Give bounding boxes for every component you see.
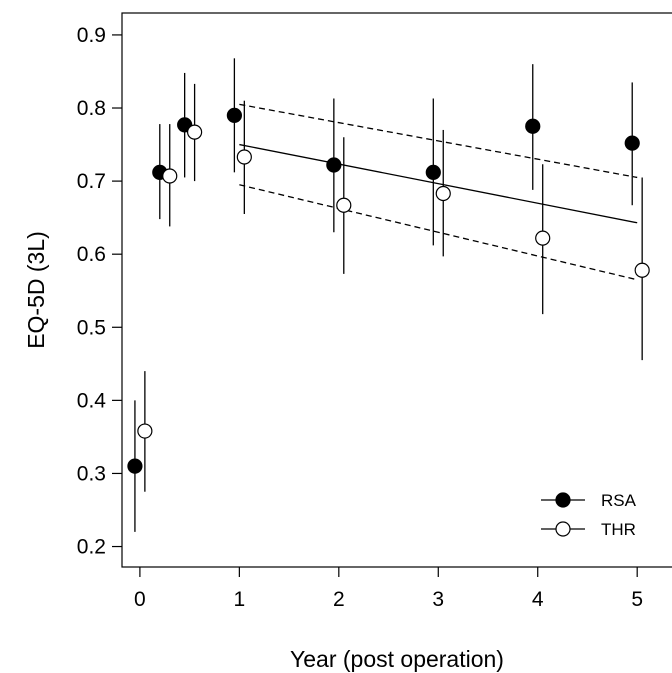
legend: RSA THR [541, 491, 637, 539]
y-tick-label-7: 0.9 [77, 24, 106, 47]
thr-point-3 [236, 149, 252, 165]
trend-ci-upper-line [239, 103, 638, 179]
y-tick-label-1: 0.3 [77, 462, 106, 485]
thr-point-7 [634, 262, 650, 278]
plot-frame [121, 12, 672, 568]
y-tick-label-0: 0.2 [77, 536, 106, 559]
x-tick-label-1: 1 [234, 588, 246, 611]
thr-point-0 [137, 423, 153, 439]
thr-point-1 [162, 168, 178, 184]
rsa-point-4 [326, 157, 342, 173]
rsa-point-7 [624, 135, 640, 151]
x-tick-label-4: 4 [532, 588, 544, 611]
plot-area [121, 12, 672, 568]
y-tick-label-3: 0.5 [77, 316, 106, 339]
rsa-point-0 [127, 458, 143, 474]
chart-marks [127, 58, 650, 532]
thr-point-5 [435, 185, 451, 202]
thr-point-4 [336, 197, 352, 213]
y-tick-label-6: 0.8 [77, 97, 106, 120]
y-axis-title: EQ-5D (3L) [23, 231, 49, 349]
x-tick-label-5: 5 [631, 588, 643, 611]
rsa-point-5 [425, 164, 441, 180]
legend-rsa-marker [555, 492, 571, 508]
x-axis: 0 1 2 3 4 5 [134, 567, 643, 611]
y-tick-label-5: 0.7 [77, 170, 106, 193]
y-tick-label-4: 0.6 [77, 243, 106, 266]
legend-thr-label: THR [601, 520, 636, 539]
y-tick-label-2: 0.4 [77, 389, 107, 412]
x-tick-label-0: 0 [134, 588, 146, 611]
thr-point-2 [187, 124, 203, 140]
legend-rsa-label: RSA [601, 491, 637, 510]
x-axis-title: Year (post operation) [290, 646, 504, 672]
x-tick-label-2: 2 [333, 588, 345, 611]
trend-ci-lower-line [239, 184, 638, 281]
x-tick-label-3: 3 [432, 588, 444, 611]
thr-point-6 [535, 230, 551, 246]
y-axis: 0.2 0.3 0.4 0.5 0.6 0.7 0.8 0.9 [77, 24, 122, 559]
legend-thr-marker [555, 521, 571, 537]
trend-fit-line [239, 143, 638, 224]
rsa-point-3 [226, 107, 242, 123]
rsa-point-6 [525, 118, 541, 134]
